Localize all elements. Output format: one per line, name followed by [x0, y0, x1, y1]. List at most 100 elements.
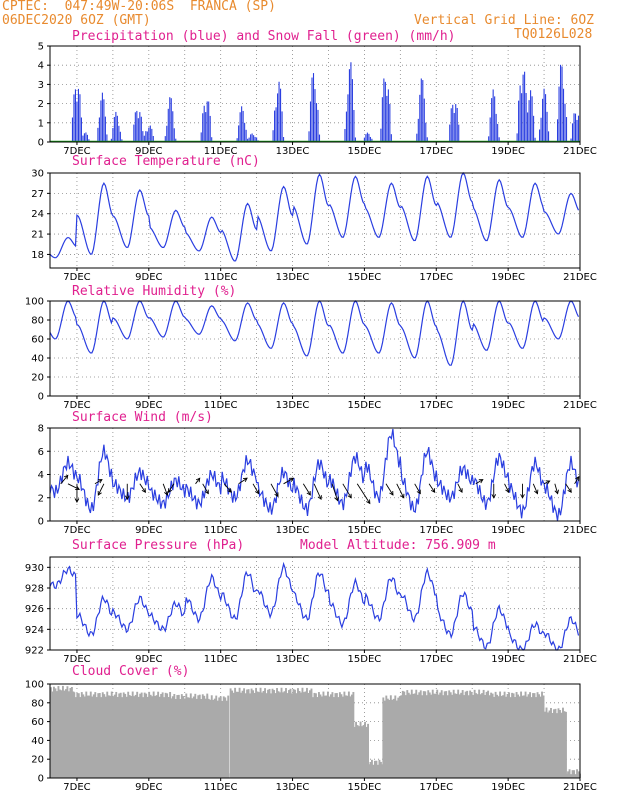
cloud-bar [140, 692, 143, 778]
cloud-bar [458, 694, 461, 778]
cloud-bar [74, 697, 77, 778]
cloud-bar [421, 695, 424, 778]
cloud-bar [97, 693, 100, 778]
precip-bar [449, 124, 451, 142]
precip-bar [88, 139, 90, 142]
cloud-bar [231, 690, 234, 778]
cloud-bar [238, 687, 241, 778]
precip-bar [559, 64, 562, 142]
ytick-label: 80 [31, 698, 44, 709]
cloud-bar [191, 698, 194, 778]
precip-bar [211, 137, 213, 142]
precip-bar [79, 94, 81, 142]
cloud-bar [416, 694, 419, 778]
wind-arrow-head [389, 490, 394, 496]
precip-bar [311, 77, 313, 142]
cloud-bar [497, 696, 500, 778]
ytick-label: 2 [38, 99, 44, 110]
precip-bar [419, 94, 421, 142]
xtick-label: 11DEC [204, 400, 238, 411]
precip-bar [570, 138, 572, 142]
precip-bar [121, 139, 123, 142]
cloud-bar [353, 726, 356, 778]
cloud-bar [562, 707, 564, 778]
wind-arrow [574, 476, 580, 485]
cloud-bar [89, 691, 92, 778]
precip-bar [247, 138, 249, 142]
cloud-bar [369, 761, 372, 778]
wind-arrow-head [317, 495, 322, 501]
wind-arrow [252, 483, 260, 494]
cloud-bar [368, 764, 370, 778]
precip-bar [278, 81, 280, 142]
wind-arrow-head [366, 499, 371, 505]
cloud-bar [110, 691, 113, 778]
cloud-bar [286, 693, 289, 778]
precip-bar [238, 125, 240, 142]
cloud-bar [295, 693, 298, 778]
cloud-bar [154, 695, 157, 778]
cloud-bar [475, 693, 478, 778]
cloud-bar [57, 686, 60, 778]
cloud-bar [283, 691, 286, 778]
wind-arrow [302, 483, 311, 496]
cloud-bar [107, 695, 110, 778]
wind-arrow [331, 483, 339, 501]
cloud-bar [103, 694, 106, 778]
precip-bar [318, 134, 321, 142]
precip-bar [371, 138, 373, 142]
ytick-label: 100 [25, 297, 44, 308]
cloud-bar [197, 695, 200, 778]
cloud-bar [300, 692, 302, 778]
cloud-bar [243, 688, 246, 778]
precip-bar [170, 98, 172, 142]
cloud-bar [320, 696, 323, 778]
cloud-bar [502, 695, 505, 778]
cloud-bar [472, 694, 475, 778]
cloud-bar [484, 694, 487, 778]
precip-bar [71, 117, 74, 142]
cloud-bar [77, 693, 80, 778]
cloud-bar [548, 710, 551, 778]
cloud-bar [434, 693, 437, 778]
precip-bar [73, 94, 75, 142]
cloud-bar [130, 696, 133, 778]
cloud-bar [133, 696, 136, 778]
precip-bar [140, 116, 142, 142]
wind-arrow-head [243, 477, 248, 482]
cloud-bar [61, 685, 64, 778]
precip-bar [384, 81, 386, 142]
cloud-bar [350, 694, 353, 778]
cloud-bar [404, 695, 407, 778]
cloud-bar [520, 691, 523, 778]
cloud-bar [385, 695, 388, 778]
cloud-bar [392, 698, 395, 778]
cloud-bar [505, 696, 508, 778]
cloud-bar [455, 693, 458, 778]
precip-bar [167, 108, 169, 142]
cloud-bar [206, 695, 209, 778]
cloud-bar [255, 687, 258, 778]
precip-bar [85, 132, 87, 142]
cloud-bar [526, 696, 528, 778]
precip-bar [366, 132, 368, 142]
cloud-bar [247, 689, 250, 778]
cloud-bar [469, 690, 472, 778]
cloud-bar [160, 693, 163, 778]
cloud-bar [559, 710, 561, 778]
cloud-bar [517, 694, 520, 778]
precip-bar [173, 128, 175, 142]
cloud-bar [373, 760, 376, 778]
cloud-bar [76, 692, 79, 778]
cloud-bar [410, 689, 413, 778]
cloud-bar [212, 699, 215, 778]
cloud-bar [292, 688, 295, 778]
cloud-bar [344, 695, 347, 778]
precip-bar [200, 132, 202, 142]
cloud-bar [494, 691, 497, 778]
wind-arrow [504, 483, 510, 493]
precip-bar [347, 94, 349, 142]
precip-bar [142, 131, 144, 142]
panel-frame [49, 556, 581, 651]
cloud-bar [307, 692, 310, 778]
